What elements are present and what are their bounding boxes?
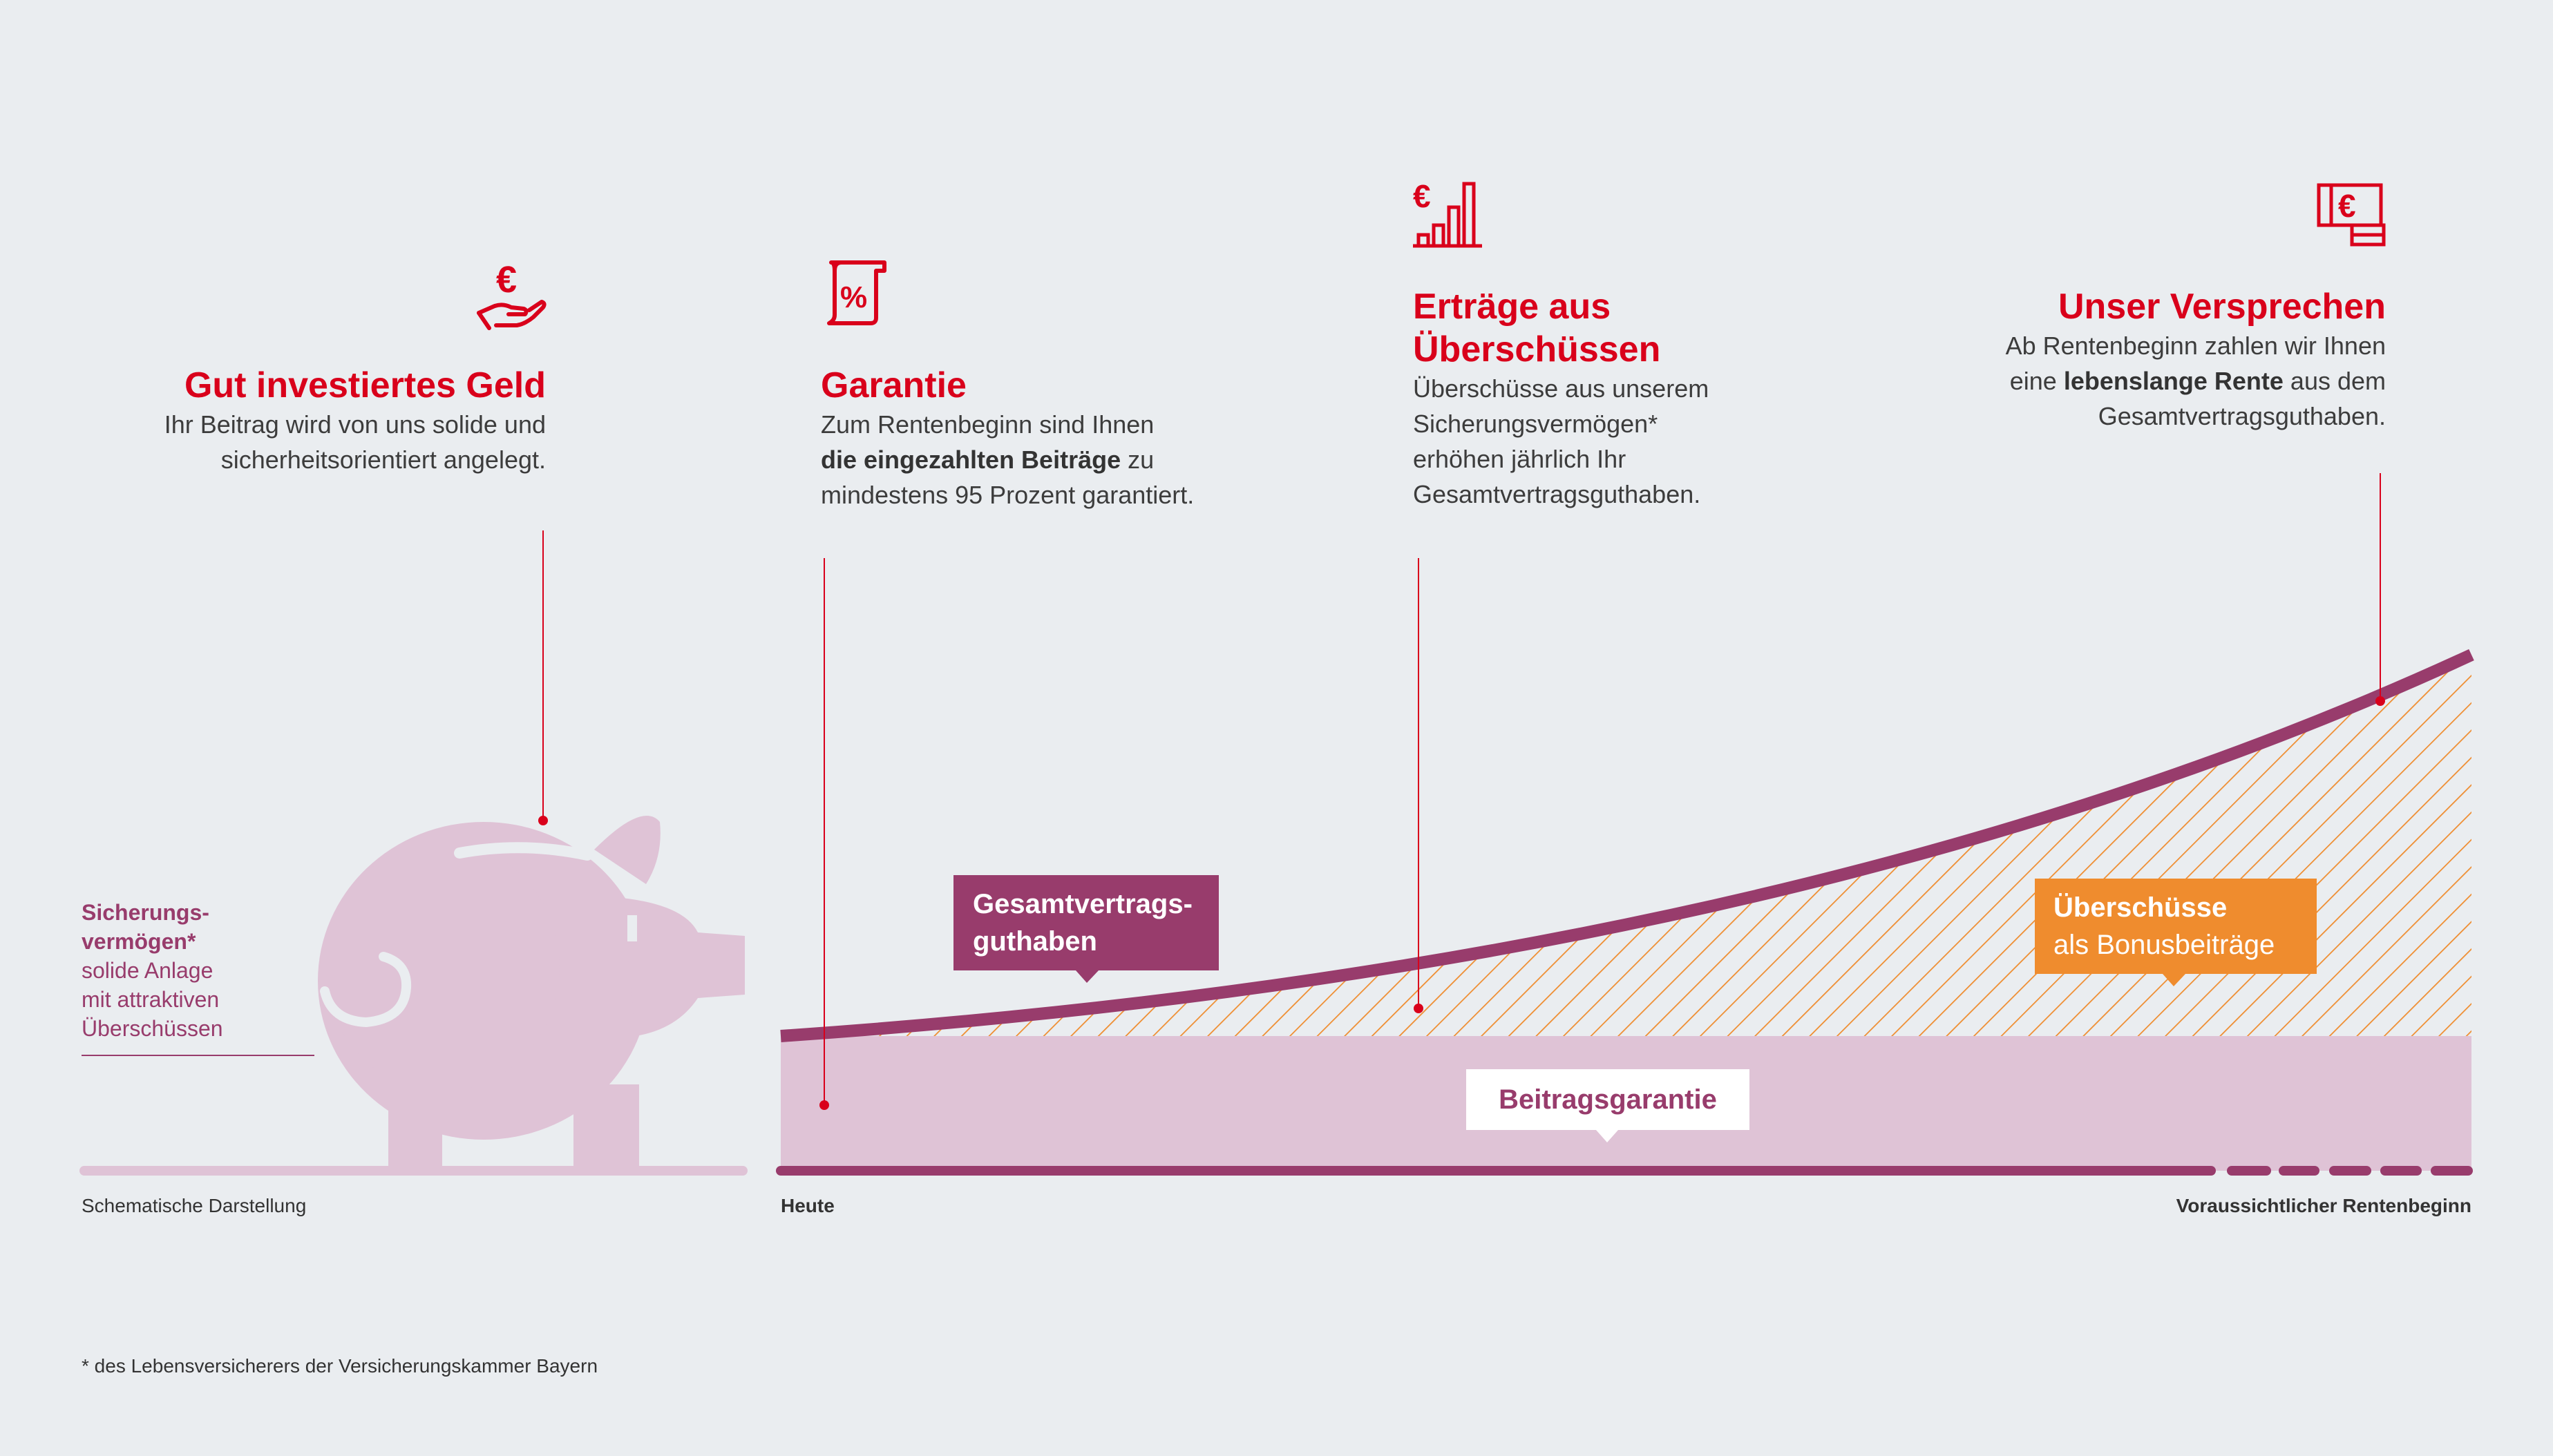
promise-title: Unser Versprechen — [2058, 287, 2386, 327]
surplus-callout-line1: Überschüsse — [2053, 892, 2228, 923]
guarantee-line2-bold: die eingezahlten Beiträge — [821, 446, 1121, 474]
returns-line4: Gesamtvertragsguthaben. — [1413, 480, 1701, 508]
returns-title-line2: Überschüssen — [1413, 329, 1661, 370]
surplus-callout: Überschüsse als Bonusbeiträge — [2053, 889, 2275, 964]
svg-text:€: € — [2338, 188, 2356, 224]
guarantee-callout-label: Beitragsgarantie — [1499, 1084, 1717, 1115]
piggy-tail — [320, 952, 412, 1028]
piggy-bank-icon — [318, 816, 745, 1171]
guarantee-callout: Beitragsgarantie — [1466, 1081, 1749, 1118]
guarantee-line2: die eingezahlten Beiträge zu — [821, 442, 1304, 477]
total-balance-callout: Gesamtvertrags- guthaben — [973, 885, 1193, 960]
total-callout-line2: guthaben — [973, 926, 1097, 957]
svg-text:%: % — [840, 280, 867, 314]
footnote: * des Lebensversicherers der Versicherun… — [82, 1355, 598, 1377]
schematic-label: Schematische Darstellung — [82, 1195, 307, 1216]
returns-line2: Sicherungsvermögen* — [1413, 410, 1658, 438]
invested-title: Gut investiertes Geld — [184, 365, 546, 405]
coin-slot — [454, 842, 593, 861]
svg-text:€: € — [1413, 180, 1431, 214]
axis-start-label: Heute — [781, 1195, 835, 1216]
hand-euro-icon: € — [477, 259, 547, 330]
guarantee-line2-rest: zu — [1121, 446, 1155, 474]
returns-block: Erträge aus Überschüssen Überschüsse aus… — [1413, 285, 1897, 512]
surplus-callout-box — [2035, 879, 2317, 974]
surplus-area — [781, 655, 2471, 1036]
promise-line3: Gesamtvertragsguthaben. — [2098, 402, 2386, 430]
promise-line2: eine lebenslange Rente aus dem — [1907, 363, 2386, 399]
svg-text:€: € — [496, 259, 517, 300]
guarantee-block: Garantie Zum Rentenbeginn sind Ihnen die… — [821, 364, 1304, 513]
side-note-line1: Sicherungs- — [82, 900, 209, 925]
invested-block: Gut investiertes Geld Ihr Beitrag wird v… — [104, 364, 546, 477]
surplus-callout-line2: als Bonusbeiträge — [2053, 930, 2275, 960]
side-note-line5: Überschüssen — [82, 1016, 223, 1041]
invested-line2: sicherheitsorientiert angelegt. — [220, 446, 546, 474]
guarantee-callout-box — [1466, 1069, 1749, 1130]
guarantee-line1: Zum Rentenbeginn sind Ihnen — [821, 410, 1155, 439]
percent-document-icon: % — [827, 260, 886, 325]
guarantee-line3: mindestens 95 Prozent garantiert. — [821, 481, 1195, 509]
returns-title-line1: Erträge aus — [1413, 287, 1611, 327]
side-note-line2: vermögen* — [82, 929, 196, 954]
promise-block: Unser Versprechen Ab Rentenbeginn zahlen… — [1907, 285, 2386, 434]
guarantee-title: Garantie — [821, 365, 967, 405]
promise-line2-pre: eine — [2009, 367, 2064, 395]
promise-line1: Ab Rentenbeginn zahlen wir Ihnen — [2005, 332, 2386, 360]
side-note-line3: solide Anlage — [82, 958, 213, 983]
invested-line1: Ihr Beitrag wird von uns solide und — [164, 410, 546, 439]
euro-bar-chart-icon: € — [1413, 180, 1482, 248]
side-note-line4: mit attraktiven — [82, 987, 220, 1012]
euro-banknote-icon: € — [2317, 183, 2386, 247]
returns-line1: Überschüsse aus unserem — [1413, 374, 1709, 403]
axis-end-label: Voraussichtlicher Rentenbeginn — [2176, 1195, 2471, 1216]
promise-line2-bold: lebenslange Rente — [2063, 367, 2284, 395]
total-callout-line1: Gesamtvertrags- — [973, 889, 1193, 919]
total-balance-curve — [780, 649, 2474, 1042]
returns-line3: erhöhen jährlich Ihr — [1413, 445, 1626, 473]
side-note: Sicherungs- vermögen* solide Anlage mit … — [82, 898, 330, 1043]
promise-line2-rest: aus dem — [2283, 367, 2386, 395]
total-balance-callout-box — [953, 875, 1219, 970]
piggy-eye — [627, 915, 637, 941]
